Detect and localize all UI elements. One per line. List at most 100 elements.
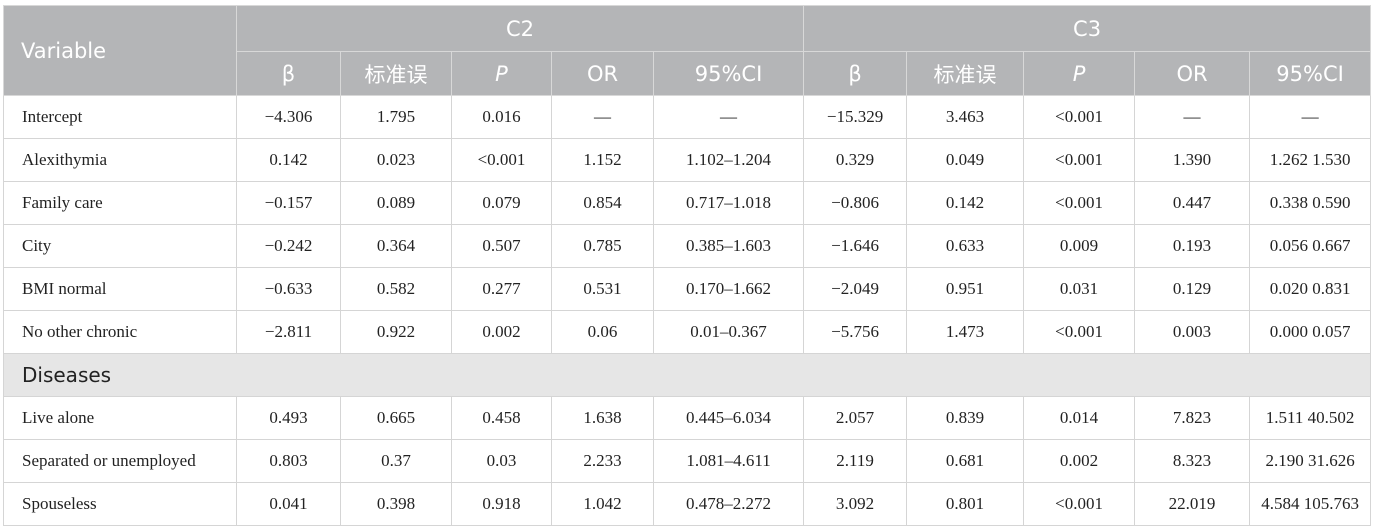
table-body: Intercept −4.306 1.795 0.016 — — −15.329…: [2, 95, 1372, 526]
c2-p: 0.458: [451, 396, 552, 440]
section-label: Diseases: [2, 353, 1372, 397]
c3-or: 8.323: [1134, 439, 1251, 483]
c2-beta: 0.041: [236, 482, 341, 526]
c3-or: —: [1134, 95, 1251, 139]
c3-ci: 0.000 0.057: [1249, 310, 1372, 354]
c2-p: 0.079: [451, 181, 552, 225]
c3-se: 0.801: [906, 482, 1025, 526]
c2-beta: 0.803: [236, 439, 341, 483]
column-header-p: P: [1023, 51, 1136, 96]
c2-beta: −4.306: [236, 95, 341, 139]
table-row: No other chronic −2.811 0.922 0.002 0.06…: [3, 310, 1372, 354]
c3-se: 1.473: [906, 310, 1025, 354]
c2-beta: −2.811: [236, 310, 341, 354]
table-row: City −0.242 0.364 0.507 0.785 0.385–1.60…: [3, 224, 1372, 268]
c2-p: 0.507: [451, 224, 552, 268]
c2-beta: −0.633: [236, 267, 341, 311]
c3-or: 7.823: [1134, 396, 1251, 440]
c2-or: 1.152: [551, 138, 654, 182]
c3-or: 0.447: [1134, 181, 1251, 225]
c2-se: 0.364: [340, 224, 452, 268]
c3-p: <0.001: [1023, 138, 1136, 182]
c2-ci: 0.170–1.662: [652, 267, 805, 311]
column-header-se: 标准误: [906, 51, 1025, 96]
row-label: Live alone: [3, 396, 237, 440]
table-row: Spouseless 0.041 0.398 0.918 1.042 0.478…: [3, 482, 1372, 526]
row-label: City: [3, 224, 237, 268]
column-header-se: 标准误: [340, 51, 452, 96]
column-header-p: P: [451, 51, 552, 96]
column-header-beta: β: [803, 51, 908, 96]
c2-p: <0.001: [451, 138, 552, 182]
c2-or: —: [551, 95, 654, 139]
c2-se: 0.922: [340, 310, 452, 354]
c2-or: 0.854: [551, 181, 654, 225]
c2-se: 0.582: [340, 267, 452, 311]
c2-ci: 0.445–6.034: [652, 396, 805, 440]
c3-beta: 3.092: [803, 482, 908, 526]
c2-p: 0.002: [451, 310, 552, 354]
table-row: Live alone 0.493 0.665 0.458 1.638 0.445…: [3, 396, 1372, 440]
column-header-beta: β: [236, 51, 341, 96]
c2-beta: −0.157: [236, 181, 341, 225]
c3-ci: —: [1249, 95, 1372, 139]
row-label: Spouseless: [3, 482, 237, 526]
column-header-or: OR: [1134, 51, 1251, 96]
variable-header: Variable: [3, 5, 237, 96]
c3-p: <0.001: [1023, 310, 1136, 354]
c2-or: 0.06: [551, 310, 654, 354]
c3-beta: 2.119: [803, 439, 908, 483]
c2-ci: 1.102–1.204: [652, 138, 805, 182]
c3-beta: 0.329: [803, 138, 908, 182]
c3-or: 1.390: [1134, 138, 1251, 182]
c2-beta: −0.242: [236, 224, 341, 268]
c3-beta: 2.057: [803, 396, 908, 440]
c2-or: 2.233: [551, 439, 654, 483]
c3-beta: −0.806: [803, 181, 908, 225]
c2-beta: 0.493: [236, 396, 341, 440]
c2-or: 1.638: [551, 396, 654, 440]
c2-or: 0.785: [551, 224, 654, 268]
c3-p: <0.001: [1023, 482, 1136, 526]
c3-se: 0.839: [906, 396, 1025, 440]
row-label: Intercept: [3, 95, 237, 139]
group-header-c2: C2: [235, 5, 805, 52]
table-row: Alexithymia 0.142 0.023 <0.001 1.152 1.1…: [3, 138, 1372, 182]
c2-ci: 0.478–2.272: [652, 482, 805, 526]
c3-ci: 0.020 0.831: [1249, 267, 1372, 311]
c2-se: 1.795: [340, 95, 452, 139]
c2-or: 1.042: [551, 482, 654, 526]
c2-ci: 1.081–4.611: [652, 439, 805, 483]
c3-or: 22.019: [1134, 482, 1251, 526]
table-row: Family care −0.157 0.089 0.079 0.854 0.7…: [3, 181, 1372, 225]
row-label: Separated or unemployed: [3, 439, 237, 483]
section-row-diseases: Diseases: [2, 353, 1372, 397]
c2-ci: 0.01–0.367: [652, 310, 805, 354]
column-header-ci: 95%CI: [652, 51, 805, 96]
c3-ci: 0.056 0.667: [1249, 224, 1372, 268]
c3-beta: −15.329: [803, 95, 908, 139]
c3-ci: 1.262 1.530: [1249, 138, 1372, 182]
c2-se: 0.37: [340, 439, 452, 483]
c2-ci: —: [652, 95, 805, 139]
row-label: Family care: [3, 181, 237, 225]
c3-p: 0.009: [1023, 224, 1136, 268]
table-header: Variable C2 C3 β 标准误 P OR 95%CI β 标准误 P …: [3, 5, 1372, 96]
table-row: BMI normal −0.633 0.582 0.277 0.531 0.17…: [3, 267, 1372, 311]
c2-p: 0.016: [451, 95, 552, 139]
c2-ci: 0.717–1.018: [652, 181, 805, 225]
c2-se: 0.089: [340, 181, 452, 225]
row-label: No other chronic: [3, 310, 237, 354]
c2-se: 0.398: [340, 482, 452, 526]
regression-results-table: Variable C2 C3 β 标准误 P OR 95%CI β 标准误 P …: [2, 5, 1372, 526]
c3-or: 0.129: [1134, 267, 1251, 311]
c3-ci: 0.338 0.590: [1249, 181, 1372, 225]
c3-beta: −2.049: [803, 267, 908, 311]
c2-ci: 0.385–1.603: [652, 224, 805, 268]
row-label: BMI normal: [3, 267, 237, 311]
c3-se: 0.633: [906, 224, 1025, 268]
c3-p: <0.001: [1023, 181, 1136, 225]
c3-beta: −1.646: [803, 224, 908, 268]
row-label: Alexithymia: [3, 138, 237, 182]
c3-or: 0.193: [1134, 224, 1251, 268]
